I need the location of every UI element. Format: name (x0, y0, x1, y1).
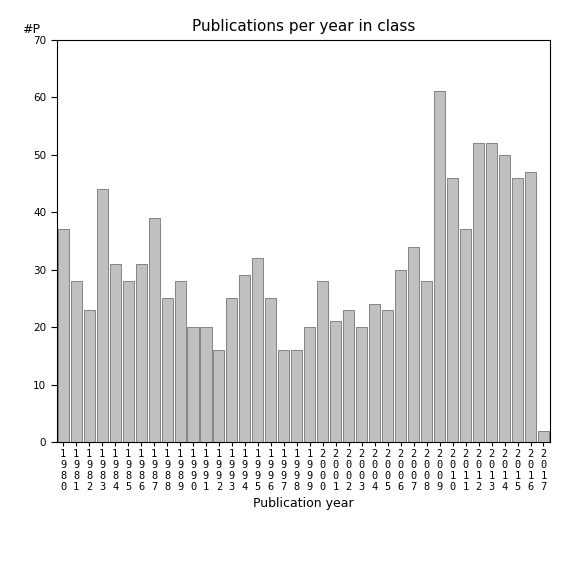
Bar (201, 327, 211, 442)
Bar (136, 264, 147, 442)
Bar (122, 281, 134, 442)
Bar (486, 143, 497, 442)
Bar (278, 350, 289, 442)
Bar (226, 298, 238, 442)
Bar (84, 310, 95, 442)
Bar (58, 230, 69, 442)
Bar (512, 177, 523, 442)
Bar (538, 431, 549, 442)
Bar (291, 350, 302, 442)
X-axis label: Publication year: Publication year (253, 497, 354, 510)
Bar (331, 321, 341, 442)
Bar (343, 310, 354, 442)
Bar (149, 218, 159, 442)
Bar (71, 281, 82, 442)
Bar (162, 298, 172, 442)
Bar (96, 189, 108, 442)
Bar (525, 172, 536, 442)
Bar (382, 310, 393, 442)
Bar (239, 276, 251, 442)
Bar (188, 327, 198, 442)
Bar (408, 247, 419, 442)
Bar (356, 327, 367, 442)
Bar (395, 270, 406, 442)
Bar (369, 304, 380, 442)
Bar (473, 143, 484, 442)
Bar (434, 91, 445, 442)
Text: #P: #P (22, 23, 40, 36)
Bar (175, 281, 185, 442)
Bar (304, 327, 315, 442)
Bar (109, 264, 121, 442)
Bar (447, 177, 458, 442)
Bar (421, 281, 432, 442)
Bar (213, 350, 225, 442)
Bar (265, 298, 276, 442)
Bar (318, 281, 328, 442)
Bar (499, 155, 510, 442)
Title: Publications per year in class: Publications per year in class (192, 19, 415, 35)
Bar (460, 230, 471, 442)
Bar (252, 258, 264, 442)
